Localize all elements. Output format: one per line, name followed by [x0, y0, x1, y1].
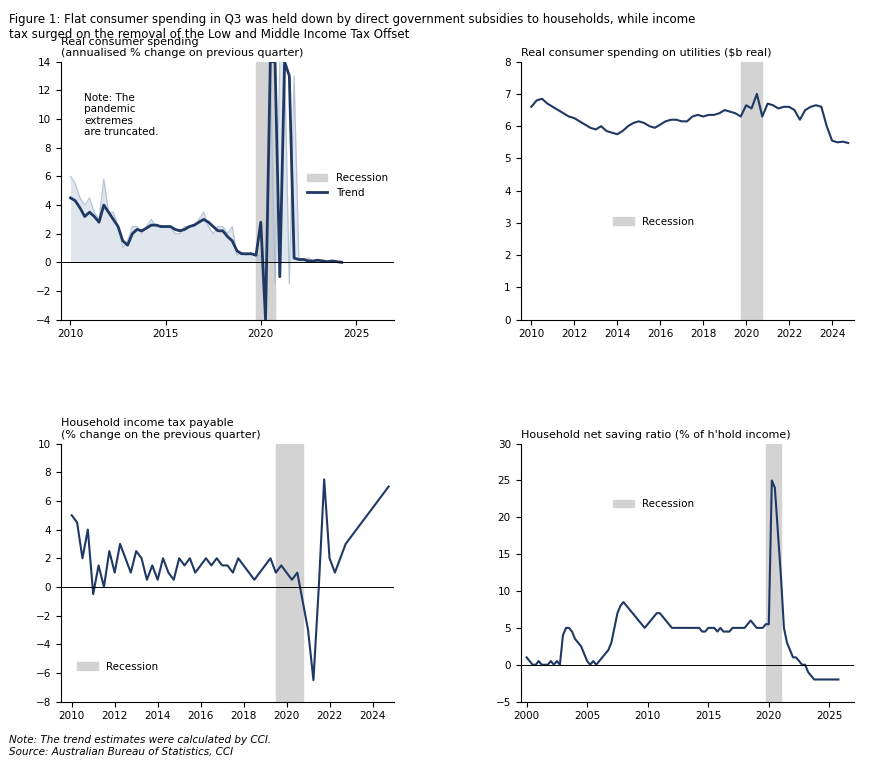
Bar	[276, 443, 303, 702]
Legend: Recession: Recession	[609, 495, 699, 513]
Text: Note: The trend estimates were calculated by CCI.
Source: Australian Bureau of S: Note: The trend estimates were calculate…	[9, 735, 271, 756]
Text: Note: The
pandemic
extremes
are truncated.: Note: The pandemic extremes are truncate…	[84, 93, 159, 137]
Bar	[740, 62, 762, 320]
Text: Real consumer spending
(annualised % change on previous quarter): Real consumer spending (annualised % cha…	[61, 36, 303, 58]
Legend: Recession: Recession	[609, 213, 699, 231]
Legend: Recession, Trend: Recession, Trend	[302, 169, 392, 202]
Text: Figure 1: Flat consumer spending in Q3 was held down by direct government subsid: Figure 1: Flat consumer spending in Q3 w…	[9, 13, 695, 41]
Bar	[256, 62, 275, 320]
Text: Household net saving ratio (% of h'hold income): Household net saving ratio (% of h'hold …	[521, 430, 790, 440]
Text: Real consumer spending on utilities ($b real): Real consumer spending on utilities ($b …	[521, 48, 771, 58]
Bar	[766, 443, 781, 702]
Text: Household income tax payable
(% change on the previous quarter): Household income tax payable (% change o…	[61, 419, 260, 440]
Legend: Recession: Recession	[73, 658, 163, 675]
